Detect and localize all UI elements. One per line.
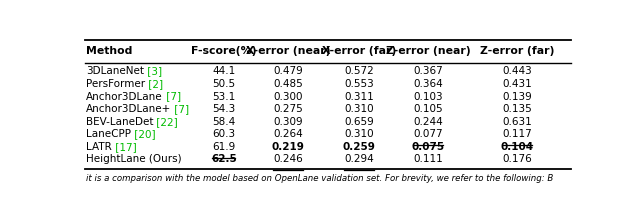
Text: it is a comparison with the model based on OpenLane validation set. For brevity,: it is a comparison with the model based … — [86, 174, 553, 183]
Text: X-error (near): X-error (near) — [246, 46, 331, 57]
Text: 0.259: 0.259 — [342, 142, 375, 152]
Text: 0.135: 0.135 — [502, 104, 532, 114]
Text: 0.367: 0.367 — [413, 66, 443, 76]
Text: 0.479: 0.479 — [273, 66, 303, 76]
Text: 0.103: 0.103 — [413, 92, 443, 101]
Text: 53.1: 53.1 — [212, 92, 236, 101]
Text: 0.431: 0.431 — [502, 79, 532, 89]
Text: 3DLaneNet: 3DLaneNet — [86, 66, 144, 76]
Text: 0.311: 0.311 — [344, 92, 374, 101]
Text: 58.4: 58.4 — [212, 117, 236, 127]
Text: 0.244: 0.244 — [413, 117, 443, 127]
Text: F-score(%): F-score(%) — [191, 46, 257, 57]
Text: Z-error (near): Z-error (near) — [386, 46, 470, 57]
Text: 61.9: 61.9 — [212, 142, 236, 152]
Text: [7]: [7] — [163, 92, 180, 101]
Text: 0.310: 0.310 — [344, 129, 374, 139]
Text: 0.139: 0.139 — [502, 92, 532, 101]
Text: 0.275: 0.275 — [273, 104, 303, 114]
Text: [2]: [2] — [145, 79, 163, 89]
Text: HeightLane (Ours): HeightLane (Ours) — [86, 154, 182, 164]
Text: 0.309: 0.309 — [273, 117, 303, 127]
Text: 44.1: 44.1 — [212, 66, 236, 76]
Text: 0.075: 0.075 — [412, 142, 445, 152]
Text: 0.117: 0.117 — [502, 129, 532, 139]
Text: 0.631: 0.631 — [502, 117, 532, 127]
Text: 0.572: 0.572 — [344, 66, 374, 76]
Text: [3]: [3] — [144, 66, 162, 76]
Text: 0.077: 0.077 — [413, 129, 443, 139]
Text: [22]: [22] — [154, 117, 178, 127]
Text: 0.659: 0.659 — [344, 117, 374, 127]
Text: LATR: LATR — [86, 142, 112, 152]
Text: 0.104: 0.104 — [501, 142, 534, 152]
Text: 54.3: 54.3 — [212, 104, 236, 114]
Text: [17]: [17] — [112, 142, 136, 152]
Text: 0.364: 0.364 — [413, 79, 443, 89]
Text: Z-error (far): Z-error (far) — [480, 46, 555, 57]
Text: 0.485: 0.485 — [273, 79, 303, 89]
Text: PersFormer: PersFormer — [86, 79, 145, 89]
Text: Method: Method — [86, 46, 132, 57]
Text: [20]: [20] — [131, 129, 156, 139]
Text: Anchor3DLane: Anchor3DLane — [86, 92, 163, 101]
Text: 0.111: 0.111 — [413, 154, 443, 164]
Text: 0.553: 0.553 — [344, 79, 374, 89]
Text: 0.310: 0.310 — [344, 104, 374, 114]
Text: 0.443: 0.443 — [502, 66, 532, 76]
Text: BEV-LaneDet: BEV-LaneDet — [86, 117, 154, 127]
Text: 50.5: 50.5 — [212, 79, 236, 89]
Text: 60.3: 60.3 — [212, 129, 236, 139]
Text: 0.246: 0.246 — [273, 154, 303, 164]
Text: X-error (far): X-error (far) — [322, 46, 396, 57]
Text: LaneCPP: LaneCPP — [86, 129, 131, 139]
Text: 62.5: 62.5 — [211, 154, 237, 164]
Text: 0.105: 0.105 — [413, 104, 443, 114]
Text: 0.176: 0.176 — [502, 154, 532, 164]
Text: [7]: [7] — [172, 104, 189, 114]
Text: 0.300: 0.300 — [273, 92, 303, 101]
Text: 0.294: 0.294 — [344, 154, 374, 164]
Text: Anchor3DLane+: Anchor3DLane+ — [86, 104, 172, 114]
Text: 0.219: 0.219 — [272, 142, 305, 152]
Text: 0.264: 0.264 — [273, 129, 303, 139]
